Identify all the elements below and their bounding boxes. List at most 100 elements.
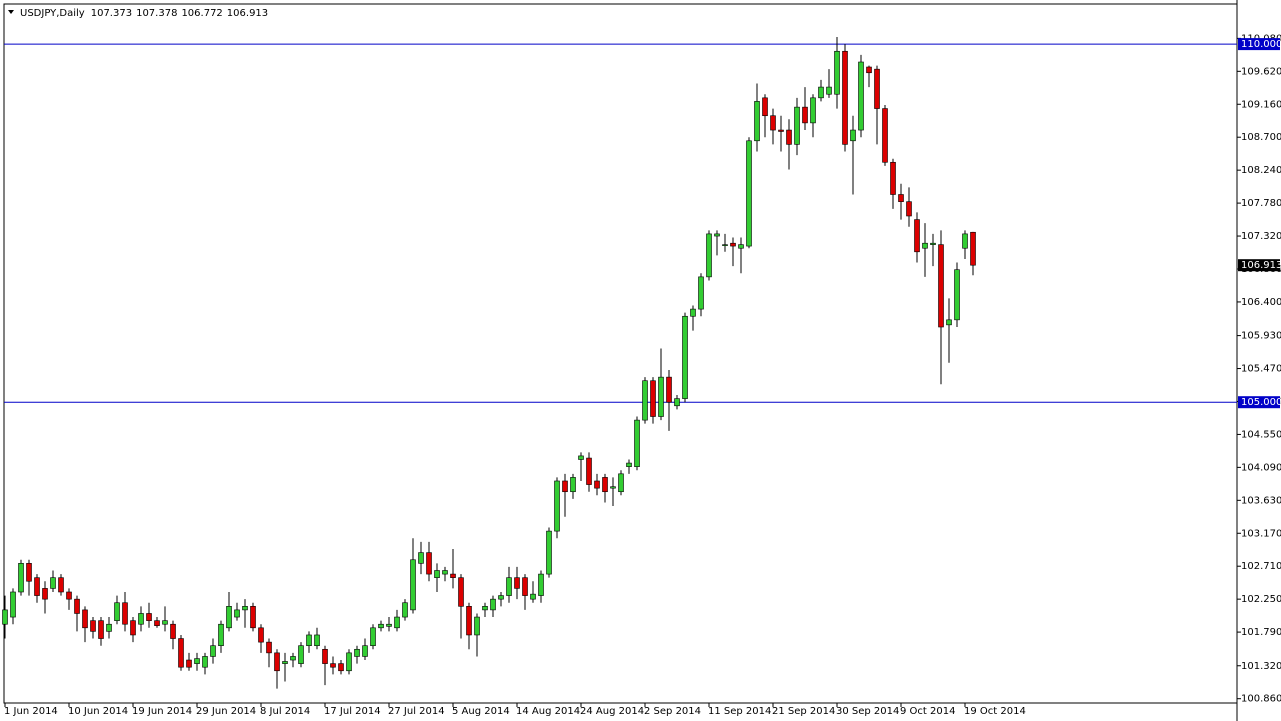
y-tick-label: 101.790 [1241,627,1281,638]
x-tick-label: 24 Aug 2014 [580,706,644,717]
candle-body [402,602,408,618]
candle-body [362,645,368,657]
candle-body [346,652,352,672]
candle-body [546,530,552,575]
candle-body [202,656,208,668]
candle-body [450,573,456,578]
candle-body [466,606,472,636]
candle-body [394,616,400,629]
x-tick-label: 29 Jun 2014 [196,706,256,717]
candle-body [170,623,176,639]
y-tick-label: 103.170 [1241,528,1281,539]
x-tick-label: 19 Oct 2014 [964,706,1026,717]
candle-body [210,645,216,657]
x-tick-label: 27 Jul 2014 [388,706,445,717]
candle-body [242,606,248,611]
candle-body [850,129,856,142]
candle-body [506,577,512,596]
candle-body [354,648,360,657]
candle-body [738,244,744,249]
y-tick-label: 104.090 [1241,462,1281,473]
y-tick-label: 109.620 [1241,66,1281,77]
candle-body [794,106,800,145]
x-tick-label: 14 Aug 2014 [516,706,580,717]
candle-body [154,620,160,626]
y-tick-label: 107.780 [1241,198,1281,209]
candle-body [890,161,896,195]
candle-body [330,663,336,668]
candle-body [570,477,576,493]
candle-body [938,244,944,328]
symbol: USDJPY,Daily [20,8,85,19]
candle-body [698,276,704,310]
candle-body [746,140,752,247]
candle-body [778,129,784,132]
candle-body [754,101,760,142]
candle-body [594,480,600,489]
candle-body [530,593,536,600]
y-tick-label: 105.930 [1241,331,1281,342]
candle-body [602,477,608,493]
candle-body [826,86,832,95]
candle-body [946,319,952,326]
candle-body [322,648,328,664]
candle-body [98,620,104,639]
candle-body [562,480,568,493]
candle-body [834,50,840,95]
candle-body [162,620,168,625]
current-price: 106.913 [1241,260,1281,271]
candle-body [866,66,872,74]
candle-body [762,97,768,117]
candle-body [522,577,528,596]
candle-body [498,595,504,600]
candle-body [914,219,920,253]
y-tick-label: 104.550 [1241,429,1281,440]
candle-body [34,577,40,596]
candle-body [90,620,96,632]
y-tick-label: 100.860 [1241,694,1281,705]
candle-body [658,376,664,417]
candle-body [650,380,656,417]
candle-body [282,661,288,664]
y-tick-label: 108.700 [1241,132,1281,143]
candle-body [106,623,112,632]
candle-body [930,242,936,245]
candle-body [858,61,864,131]
candle-body [538,573,544,596]
menu-arrow[interactable] [8,10,14,14]
y-tick-label: 102.250 [1241,594,1281,605]
candle-body [226,606,232,629]
candle-body [218,623,224,647]
candle-body [682,315,688,399]
price-tag-bg [1238,38,1280,51]
candle-body [274,652,280,672]
y-tick-label: 106.400 [1241,297,1281,308]
candle-body [642,380,648,421]
header-low: 106.772 [181,8,222,19]
candle-body [410,559,416,611]
candle-body [418,552,424,564]
x-tick-label: 8 Jul 2014 [260,706,310,717]
candle-body [970,231,976,266]
candle-body [482,606,488,611]
x-tick-label: 30 Sep 2014 [836,706,899,717]
price-tag: 105.000 [1241,397,1281,408]
x-tick-label: 17 Jul 2014 [324,706,381,717]
candle-body [58,577,64,593]
candle-body [962,233,968,249]
candle-body [578,455,584,460]
candle-body [722,244,728,246]
candle-body [114,602,120,621]
candle-body [442,570,448,575]
header-open: 107.373 [91,8,132,19]
candle-body [138,613,144,625]
y-tick-label: 101.320 [1241,661,1281,672]
candle-body [490,598,496,611]
candle-body [610,486,616,489]
candle-body [314,634,320,647]
x-tick-label: 2 Sep 2014 [644,706,701,717]
candle-body [770,115,776,131]
candle-body [714,233,720,237]
candle-body [26,563,32,582]
